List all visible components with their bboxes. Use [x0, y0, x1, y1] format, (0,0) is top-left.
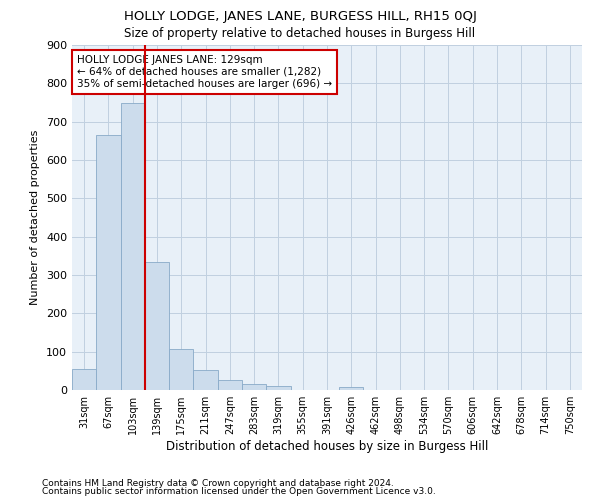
X-axis label: Distribution of detached houses by size in Burgess Hill: Distribution of detached houses by size … [166, 440, 488, 453]
Bar [169, 349, 193, 390]
Text: HOLLY LODGE, JANES LANE, BURGESS HILL, RH15 0QJ: HOLLY LODGE, JANES LANE, BURGESS HILL, R… [124, 10, 476, 23]
Text: Size of property relative to detached houses in Burgess Hill: Size of property relative to detached ho… [124, 28, 476, 40]
Bar [72, 369, 96, 390]
Y-axis label: Number of detached properties: Number of detached properties [31, 130, 40, 305]
Bar [121, 104, 145, 390]
Text: Contains HM Land Registry data © Crown copyright and database right 2024.: Contains HM Land Registry data © Crown c… [42, 478, 394, 488]
Bar [96, 135, 121, 390]
Bar [218, 380, 242, 390]
Bar [339, 387, 364, 390]
Bar [145, 262, 169, 390]
Bar [266, 386, 290, 390]
Text: HOLLY LODGE JANES LANE: 129sqm
← 64% of detached houses are smaller (1,282)
35% : HOLLY LODGE JANES LANE: 129sqm ← 64% of … [77, 56, 332, 88]
Bar [193, 370, 218, 390]
Text: Contains public sector information licensed under the Open Government Licence v3: Contains public sector information licen… [42, 487, 436, 496]
Bar [242, 384, 266, 390]
